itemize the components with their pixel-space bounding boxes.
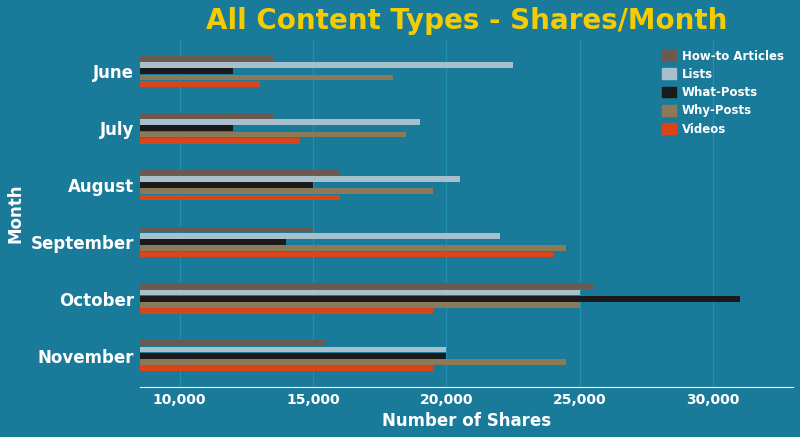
Bar [139,176,460,182]
Bar [139,188,433,194]
Bar [139,365,433,371]
Bar [139,62,513,68]
Bar [139,81,259,87]
Bar [139,132,406,137]
Bar [139,182,313,188]
Legend: How-to Articles, Lists, What-Posts, Why-Posts, Videos: How-to Articles, Lists, What-Posts, Why-… [658,46,787,139]
Bar [139,170,340,175]
Bar [139,284,593,289]
Bar [139,125,233,131]
X-axis label: Number of Shares: Number of Shares [382,412,551,430]
Bar [139,69,233,74]
Bar [139,75,393,80]
Bar [139,353,446,358]
Bar [139,56,273,62]
Bar [139,195,340,201]
Bar [139,347,446,352]
Bar [139,119,420,125]
Bar [139,359,566,365]
Y-axis label: Month: Month [7,184,25,243]
Bar [139,296,740,302]
Bar [139,245,566,251]
Bar [139,138,299,143]
Bar [139,113,273,118]
Bar [139,226,313,232]
Bar [139,233,500,239]
Bar [139,340,326,346]
Title: All Content Types - Shares/Month: All Content Types - Shares/Month [206,7,727,35]
Bar [139,290,580,295]
Bar [139,309,433,314]
Bar [139,252,553,257]
Bar [139,302,580,308]
Bar [139,239,286,245]
